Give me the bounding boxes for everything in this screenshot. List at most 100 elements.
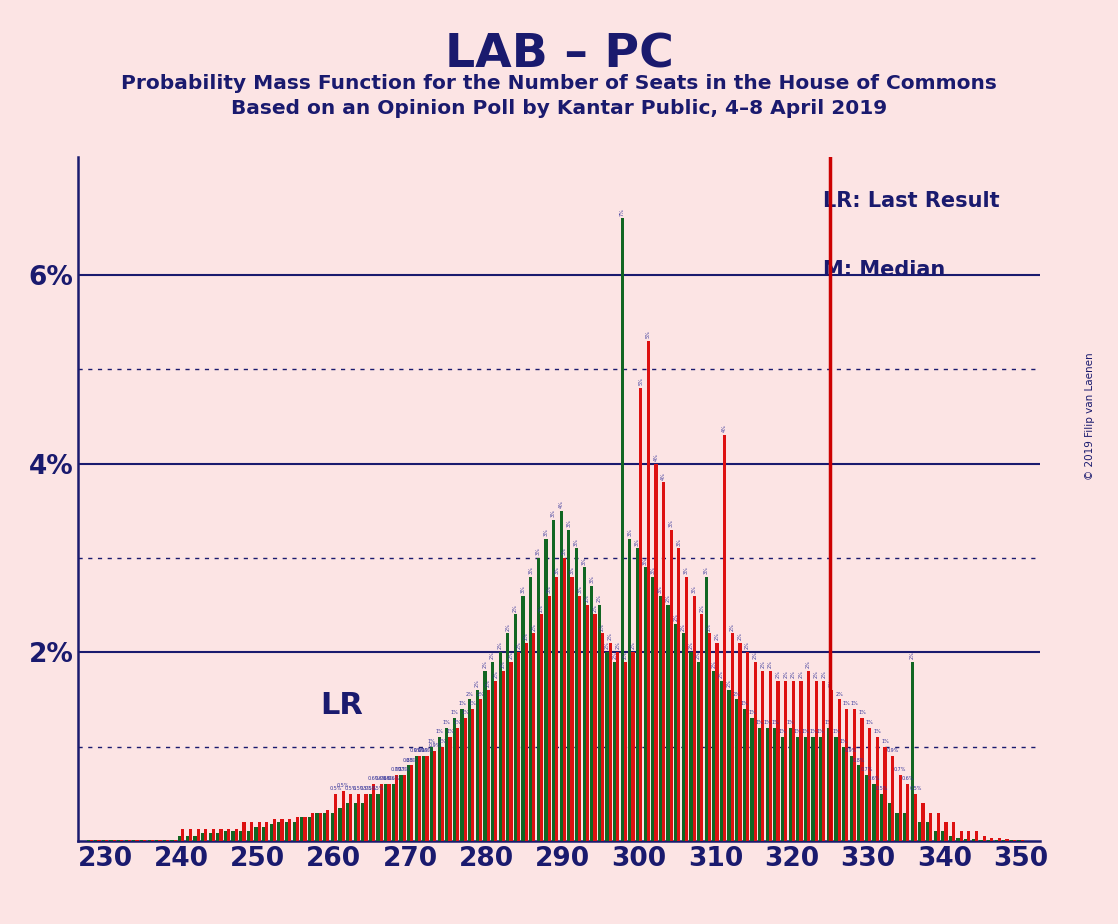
Text: 4%: 4%: [722, 425, 727, 432]
Text: 1%: 1%: [740, 701, 748, 706]
Bar: [616, 652, 619, 841]
Bar: [605, 652, 608, 841]
Bar: [594, 614, 597, 841]
Text: LR: Last Result: LR: Last Result: [824, 191, 999, 212]
Text: 2%: 2%: [485, 679, 491, 687]
Text: 4%: 4%: [559, 500, 563, 508]
Bar: [644, 567, 646, 841]
Text: 2%: 2%: [631, 641, 636, 650]
Text: 3%: 3%: [669, 519, 674, 527]
Text: 1%: 1%: [458, 701, 466, 706]
Bar: [896, 812, 899, 841]
Text: 1%: 1%: [764, 720, 771, 724]
Text: 2%: 2%: [517, 641, 521, 650]
Bar: [754, 662, 757, 841]
Bar: [815, 680, 818, 841]
Text: 0.7%: 0.7%: [395, 767, 407, 772]
Text: 3%: 3%: [536, 547, 541, 555]
Bar: [628, 539, 632, 841]
Bar: [620, 218, 624, 841]
Text: 1%: 1%: [786, 720, 794, 724]
Bar: [651, 577, 654, 841]
Bar: [323, 812, 326, 841]
Text: 4%: 4%: [654, 453, 659, 461]
Bar: [231, 832, 235, 841]
Text: 2%: 2%: [790, 670, 796, 677]
Bar: [224, 832, 227, 841]
Bar: [858, 765, 861, 841]
Bar: [151, 840, 154, 841]
Bar: [834, 737, 837, 841]
Bar: [780, 737, 784, 841]
Text: 0.9%: 0.9%: [887, 748, 899, 753]
Text: 0.9%: 0.9%: [410, 748, 423, 753]
Bar: [255, 827, 257, 841]
Bar: [979, 840, 983, 841]
Text: 2%: 2%: [910, 651, 915, 659]
Bar: [510, 662, 513, 841]
Text: 2%: 2%: [732, 691, 740, 697]
Bar: [433, 751, 436, 841]
Bar: [319, 812, 322, 841]
Text: 0.5%: 0.5%: [909, 785, 921, 791]
Bar: [728, 690, 731, 841]
Text: 1%: 1%: [438, 738, 446, 744]
Bar: [807, 671, 811, 841]
Bar: [945, 822, 948, 841]
Text: 2%: 2%: [665, 594, 671, 602]
Bar: [1010, 840, 1013, 841]
Bar: [265, 822, 268, 841]
Bar: [339, 808, 341, 841]
Bar: [880, 794, 883, 841]
Bar: [826, 728, 830, 841]
Bar: [913, 794, 917, 841]
Bar: [769, 671, 773, 841]
Bar: [423, 756, 426, 841]
Bar: [830, 690, 833, 841]
Bar: [911, 662, 913, 841]
Bar: [598, 605, 601, 841]
Bar: [575, 549, 578, 841]
Text: 1%: 1%: [840, 738, 847, 744]
Bar: [186, 836, 189, 841]
Bar: [674, 624, 678, 841]
Text: 1%: 1%: [446, 729, 454, 735]
Bar: [426, 756, 428, 841]
Text: 1%: 1%: [859, 711, 866, 715]
Bar: [1013, 840, 1016, 841]
Text: 1%: 1%: [802, 729, 809, 735]
Text: 3%: 3%: [635, 538, 639, 546]
Text: 3%: 3%: [684, 566, 689, 574]
Text: 0.9%: 0.9%: [418, 748, 430, 753]
Bar: [670, 529, 673, 841]
Text: 2%: 2%: [822, 670, 826, 677]
Text: 0.6%: 0.6%: [901, 776, 915, 782]
Bar: [995, 840, 997, 841]
Text: 3%: 3%: [676, 538, 681, 546]
Bar: [486, 690, 490, 841]
Text: 1%: 1%: [832, 729, 840, 735]
Text: 3%: 3%: [657, 585, 663, 593]
Bar: [712, 671, 716, 841]
Bar: [837, 699, 841, 841]
Bar: [929, 812, 932, 841]
Text: 3%: 3%: [521, 585, 525, 593]
Bar: [716, 643, 719, 841]
Bar: [127, 840, 131, 841]
Bar: [682, 633, 685, 841]
Bar: [391, 784, 395, 841]
Text: 2%: 2%: [605, 641, 609, 650]
Bar: [440, 747, 444, 841]
Bar: [472, 709, 474, 841]
Bar: [552, 520, 556, 841]
Text: 2%: 2%: [466, 691, 474, 697]
Text: 2%: 2%: [490, 651, 495, 659]
Bar: [418, 756, 421, 841]
Text: 2%: 2%: [738, 632, 742, 640]
Text: 5%: 5%: [646, 331, 651, 338]
Bar: [502, 671, 505, 841]
Text: 3%: 3%: [543, 529, 549, 536]
Bar: [430, 747, 433, 841]
Bar: [949, 836, 953, 841]
Bar: [872, 784, 875, 841]
